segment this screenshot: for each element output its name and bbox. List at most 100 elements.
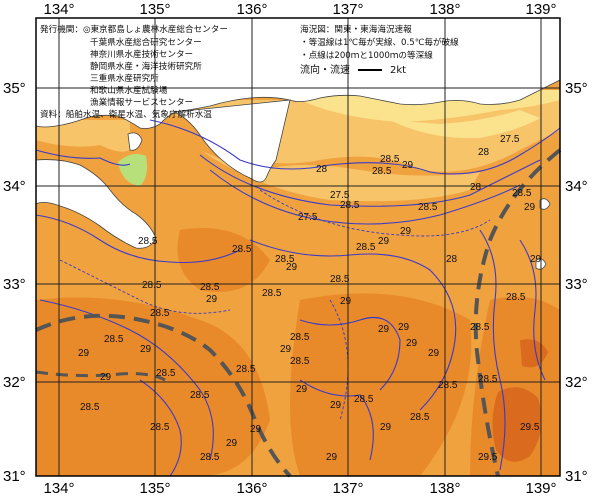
land-awaji [127,132,143,151]
iso-label: 28.5 [340,200,360,211]
iso-label: 29 [326,452,338,463]
warm-water-patches [36,228,560,476]
publisher-line: 資料：船舶水温、衛星水温、気象庁解析水温 [40,108,212,120]
iso-label: 28 [470,182,482,193]
iso-label: 29 [226,438,238,449]
lon-label: 136° [236,480,267,497]
longitude-labels-bottom: 134° 135° 136° 137° 138° 139° [43,480,556,497]
iso-label: 27.5 [500,134,520,145]
lon-label: 135° [139,480,170,497]
iso-label: 29 [286,262,298,273]
iso-label: 28.5 [138,236,158,247]
iso-label: 28.5 [372,166,392,177]
iso-label: 29 [400,226,412,237]
isotherm-value-labels: 27.5 28 28.5 29 27.5 28.5 28 28.5 27.5 2… [78,134,542,463]
iso-label: 28 [316,164,328,175]
map-legend: 海況図：関東・東海海況速報 ・等温線は1℃毎が実線、0.5℃毎が破線 ・点線は2… [300,23,459,76]
isotherm-lines [35,119,561,477]
iso-label: 29 [524,202,536,213]
iso-label: 29 [406,338,418,349]
lon-label: 136° [236,1,267,18]
publisher-line: 静岡県水産・海洋技術研究所 [90,60,202,72]
lat-label: 35° [3,80,26,97]
iso-label: 28 [478,147,490,158]
lat-label: 31° [3,468,26,485]
iso-label: 28.5 [80,402,100,413]
lon-label: 134° [43,1,74,18]
publisher-line: 神奈川県水産技術センター [90,48,193,60]
publisher-info: 発行機関：◎東京都島しょ農林水産総合センター 千葉県水産総合研究センター 神奈川… [40,23,228,120]
iso-label: 28.5 [142,280,162,291]
iso-label: 28.5 [354,394,374,405]
iso-label: 29 [428,348,440,359]
iso-label: 28.5 [512,188,532,199]
legend-title: 海況図：関東・東海海況速報 [300,23,412,35]
iso-label: 28.5 [356,242,376,253]
land-shikoku [35,159,157,249]
iso-label: 28.5 [506,292,526,303]
iso-label: 28.5 [150,308,170,319]
iso-label: 29 [378,324,390,335]
iso-label: 29 [100,372,112,383]
iso-label: 28.5 [290,332,310,343]
iso-label: 29 [402,160,414,171]
latitude-labels-left: 35° 34° 33° 32° 31° [3,80,26,485]
iso-label: 29 [340,296,352,307]
iso-label: 28.5 [410,412,430,423]
iso-label: 28.5 [470,322,490,333]
iso-label: 28.5 [330,274,350,285]
longitude-labels-top: 134° 135° 136° 137° 138° 139° [43,1,556,18]
lon-label: 139° [525,1,556,18]
lon-label: 138° [429,480,460,497]
iso-label: 29.5 [478,452,498,463]
iso-label: 27.5 [330,190,350,201]
iso-label: 28.5 [232,244,252,255]
land-izu-islands-1 [539,198,551,210]
iso-label: 28.5 [438,380,458,391]
iso-label: 28.5 [380,154,400,165]
iso-label: 29.5 [520,422,540,433]
iso-label: 29 [530,254,542,265]
iso-label: 29 [380,422,392,433]
iso-label: 29 [330,400,342,411]
kuroshio-axis-west [35,313,292,478]
iso-label: 27.5 [298,212,318,223]
graticule [36,18,560,476]
lat-label: 34° [565,178,588,195]
iso-label: 29 [206,294,218,305]
lon-label: 139° [525,480,556,497]
land-kii-peninsula [173,99,291,183]
iso-label: 29 [378,236,390,247]
lat-label: 33° [3,276,26,293]
iso-label: 29 [280,344,292,355]
legend-line: ・点線は200ｍと1000ｍの等深線 [300,49,433,61]
land-areas [35,17,561,270]
iso-label: 28.5 [190,390,210,401]
lat-label: 34° [3,178,26,195]
lat-label: 35° [565,80,588,97]
publisher-line: 発行機関：◎東京都島しょ農林水産総合センター [40,23,228,35]
lat-label: 33° [565,276,588,293]
lat-label: 31° [565,468,588,485]
iso-label: 28.5 [236,364,256,375]
iso-label: 29 [78,348,90,359]
iso-label: 28.5 [200,282,220,293]
iso-label: 29 [140,344,152,355]
iso-label: 29 [250,424,262,435]
publisher-line: 漁業情報サービスセンター [90,96,193,108]
iso-label: 29 [296,384,308,395]
map-frame [35,17,561,477]
lon-label: 134° [43,480,74,497]
iso-label: 28.5 [200,452,220,463]
land-honshu [35,17,561,129]
iso-label: 28.5 [418,202,438,213]
isotherm-dashed-lines [59,189,491,421]
iso-label: 28.5 [150,422,170,433]
iso-label: 28.5 [156,368,176,379]
iso-label: 28 [446,254,458,265]
flow-legend-unit: 2kt [390,65,406,76]
publisher-line: 三重県水産研究所 [90,72,159,84]
legend-line: ・等温線は1℃毎が実線、0.5℃毎が破線 [300,36,459,48]
flow-legend-label: 流向・流速 [300,63,350,76]
